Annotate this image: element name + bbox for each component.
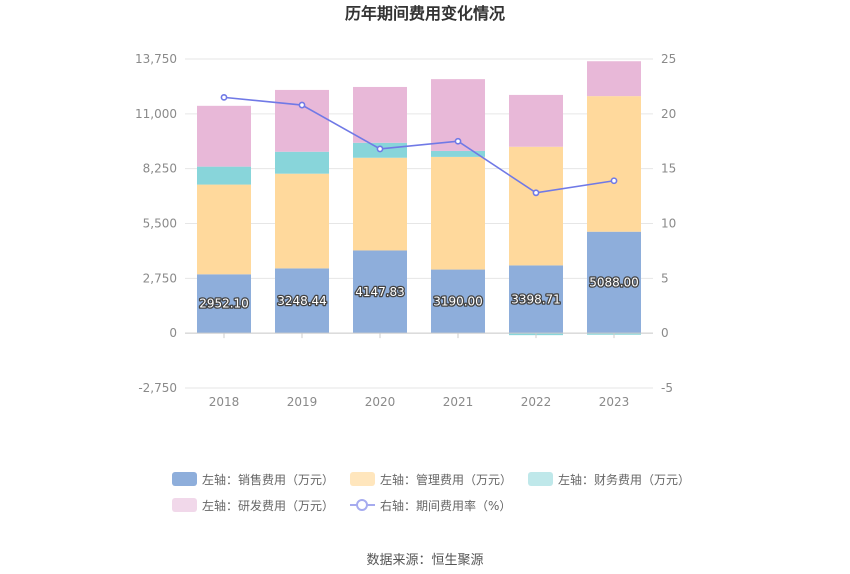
legend: 左轴：销售费用（万元） 左轴：管理费用（万元） 左轴：财务费用（万元） 左轴：研…: [0, 466, 850, 518]
rate-point: [454, 137, 462, 145]
x-tick-label: 2021: [443, 395, 474, 409]
legend-swatch-rate: [350, 498, 376, 512]
bar-rnd: [275, 89, 329, 152]
bar-finance: [431, 150, 485, 157]
bar-value-label: 4147.83: [355, 285, 405, 299]
legend-swatch-sales: [172, 472, 197, 486]
legend-label-rate: 右轴：期间费用率（%）: [380, 498, 512, 513]
legend-item-rnd[interactable]: 左轴：研发费用（万元）: [172, 497, 334, 514]
x-tick-label: 2022: [521, 395, 552, 409]
right-tick-label: 20: [661, 107, 676, 121]
bar-admin: [509, 146, 563, 266]
legend-item-sales[interactable]: 左轴：销售费用（万元）: [172, 471, 334, 488]
right-tick-label: 10: [661, 217, 676, 231]
legend-item-rate[interactable]: 右轴：期间费用率（%）: [350, 497, 511, 514]
chart-title: 历年期间费用变化情况: [345, 4, 505, 23]
rate-point: [298, 101, 306, 109]
bar-sales: [587, 231, 641, 334]
bar-admin: [353, 157, 407, 251]
left-tick-label: 0: [169, 326, 177, 340]
legend-label-rnd: 左轴：研发费用（万元）: [202, 498, 335, 513]
rate-point: [376, 145, 384, 153]
rate-point: [532, 189, 540, 197]
bar-sales: [197, 274, 251, 334]
bar-rnd: [587, 61, 641, 97]
bar-value-label: 5088.00: [589, 275, 639, 289]
legend-swatch-finance: [528, 472, 554, 486]
bar-sales: [431, 269, 485, 334]
legend-label-sales: 左轴：销售费用（万元）: [202, 472, 335, 487]
right-axis: -5 0 5 10 15 20 25: [661, 52, 676, 395]
legend-item-admin[interactable]: 左轴：管理费用（万元）: [350, 471, 512, 488]
bar-sales: [275, 268, 329, 334]
bar-value-label: 3190.00: [433, 294, 483, 308]
bar-finance: [275, 151, 329, 174]
bars: [197, 61, 641, 336]
legend-swatch-rnd: [172, 498, 197, 512]
legend-swatch-admin: [350, 472, 376, 486]
left-tick-label: 11,000: [135, 107, 177, 121]
rate-point: [610, 177, 618, 185]
right-tick-label: -5: [661, 381, 673, 395]
bar-finance: [197, 166, 251, 185]
x-tick-label: 2020: [365, 395, 396, 409]
legend-label-admin: 左轴：管理费用（万元）: [380, 472, 513, 487]
bar-value-label: 3398.71: [511, 292, 561, 306]
left-tick-label: 8,250: [143, 162, 177, 176]
x-tick-label: 2018: [209, 395, 240, 409]
left-tick-label: 2,750: [143, 271, 177, 285]
source-note: 数据来源：恒生聚源: [366, 553, 484, 568]
bar-admin: [197, 184, 251, 275]
bar-labels: 2952.10 3248.44 4147.83 3190.00 3398.71 5088.…: [198, 274, 640, 312]
bar-admin: [431, 156, 485, 270]
bar-rnd: [353, 86, 407, 143]
right-tick-label: 0: [661, 326, 669, 340]
right-tick-label: 15: [661, 162, 676, 176]
chart: 历年期间费用变化情况 -2,750 0 2,750 5,500 8,250 11,000 1…: [135, 4, 676, 409]
bar-value-label: 3248.44: [277, 294, 327, 308]
legend-item-finance[interactable]: 左轴：财务费用（万元）: [528, 471, 690, 488]
bar-sales: [509, 265, 563, 334]
left-tick-label: 13,750: [135, 52, 177, 66]
left-axis: -2,750 0 2,750 5,500 8,250 11,000 13,750: [135, 52, 177, 395]
bar-admin: [587, 96, 641, 232]
legend-label-finance: 左轴：财务费用（万元）: [558, 472, 691, 487]
bar-rnd: [197, 105, 251, 167]
rate-line: [220, 93, 618, 197]
left-tick-label: 5,500: [143, 217, 177, 231]
bar-sales: [353, 250, 407, 334]
x-axis: 2018 2019 2020 2021 2022 2023: [185, 332, 653, 409]
right-tick-label: 5: [661, 271, 669, 285]
rate-line-path: [223, 96, 615, 194]
right-tick-label: 25: [661, 52, 676, 66]
rate-point: [220, 93, 228, 101]
left-tick-label: -2,750: [138, 381, 177, 395]
x-tick-label: 2023: [599, 395, 630, 409]
x-tick-label: 2019: [287, 395, 318, 409]
bar-admin: [275, 173, 329, 269]
bar-value-label: 2952.10: [199, 297, 249, 311]
grid-lines: [185, 58, 653, 389]
bar-rnd: [509, 94, 563, 147]
